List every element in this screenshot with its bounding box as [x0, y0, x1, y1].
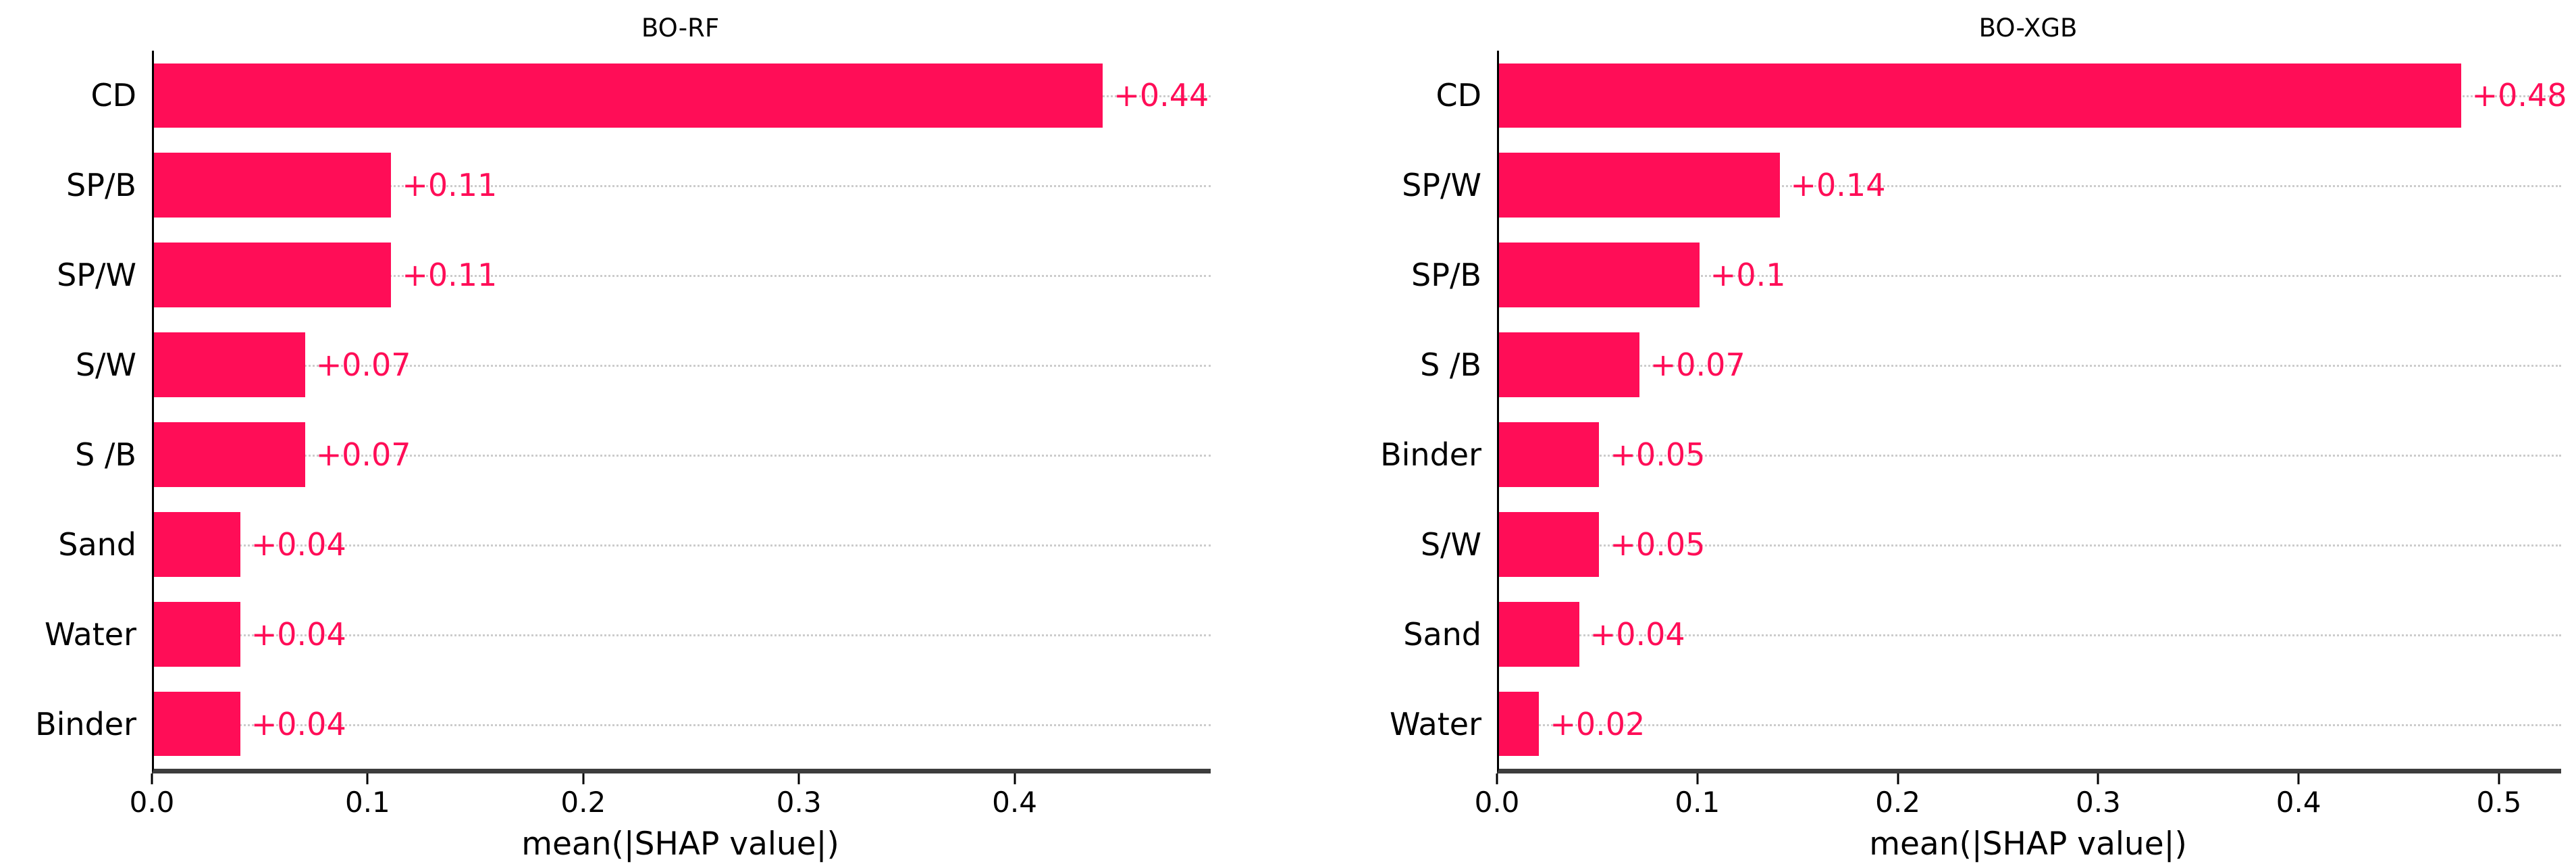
bar-value-label: +0.14	[1790, 167, 1886, 204]
x-tick-label: 0.3	[2075, 786, 2121, 819]
gridline	[154, 365, 1211, 367]
gridline	[154, 185, 1211, 188]
bar	[154, 243, 392, 307]
bar	[1499, 691, 1540, 757]
category-label: Sand	[58, 526, 136, 563]
category-label: Sand	[1403, 615, 1481, 653]
bar	[1499, 243, 1700, 307]
bar	[154, 691, 240, 757]
bar	[1499, 332, 1639, 397]
x-axis: 0.0 0.1 0.2 0.3 0.4 0.5	[1475, 773, 2559, 864]
bar-chart-bo-rf: BO-RF +0.44 CD +0.11 SP/B +0.11 SP/W +0.07 S/W +…	[35, 14, 1211, 864]
category-label: S/W	[1420, 526, 1481, 563]
gridline	[1499, 185, 2561, 188]
x-tick-mark	[797, 773, 800, 784]
category-label: Binder	[35, 705, 136, 742]
bar-value-label: +0.07	[1650, 347, 1745, 384]
x-axis-label: mean(|SHAP value|)	[521, 825, 839, 863]
category-label: S /B	[1420, 347, 1481, 384]
bar	[1499, 63, 2461, 128]
category-label: SP/B	[66, 167, 136, 204]
chart-title: BO-RF	[641, 14, 720, 43]
gridline	[1499, 634, 2561, 636]
category-label: Binder	[1380, 436, 1481, 473]
bar-value-label: +0.04	[251, 526, 346, 563]
x-tick-label: 0.4	[992, 786, 1037, 819]
bar-value-label: +0.04	[251, 615, 346, 653]
bar	[154, 332, 305, 397]
bar-value-label: +0.04	[1589, 615, 1685, 653]
category-label: CD	[90, 77, 136, 114]
bar-value-label: +0.48	[2471, 77, 2567, 114]
x-tick-label: 0.2	[560, 786, 606, 819]
x-tick-mark	[1696, 773, 1699, 784]
x-tick-label: 0.3	[776, 786, 822, 819]
x-tick-label: 0.5	[2476, 786, 2522, 819]
x-axis-label: mean(|SHAP value|)	[1869, 825, 2187, 863]
category-label: SP/B	[1411, 257, 1481, 294]
bar	[154, 422, 305, 487]
bar	[154, 511, 240, 577]
category-label: CD	[1436, 77, 1481, 114]
x-tick-label: 0.1	[1675, 786, 1720, 819]
x-tick-label: 0.1	[344, 786, 390, 819]
gridline	[154, 544, 1211, 547]
bar	[1499, 601, 1579, 667]
x-tick-mark	[151, 773, 153, 784]
category-label: SP/W	[1402, 167, 1481, 204]
plot-area: +0.48 CD +0.14 SP/W +0.1 SP/B +0.07 S /B +0.05 Bi…	[1380, 51, 2567, 773]
bar	[154, 63, 1103, 128]
category-label: S/W	[75, 347, 136, 384]
bar-value-label: +0.44	[1113, 77, 1209, 114]
category-label: Water	[45, 615, 136, 653]
bar-value-label: +0.02	[1550, 705, 1646, 742]
x-tick-mark	[1897, 773, 1899, 784]
x-tick-mark	[2097, 773, 2099, 784]
x-tick-mark	[582, 773, 585, 784]
gridline	[154, 454, 1211, 457]
x-tick-label: 0.4	[2276, 786, 2321, 819]
gridline	[1499, 275, 2561, 278]
x-tick-mark	[366, 773, 369, 784]
category-label: SP/W	[57, 257, 136, 294]
gridline	[154, 634, 1211, 636]
bar-value-label: +0.1	[1710, 257, 1786, 294]
x-tick-label: 0.0	[129, 786, 175, 819]
bar-value-label: +0.11	[402, 167, 498, 204]
category-label: S /B	[75, 436, 136, 473]
bar	[1499, 153, 1780, 218]
gridline	[1499, 365, 2561, 367]
chart-title: BO-XGB	[1978, 14, 2078, 43]
bar-chart-bo-xgb: BO-XGB +0.48 CD +0.14 SP/W +0.1 SP/B +0.07 S /B…	[1288, 0, 2576, 864]
x-axis: 0.0 0.1 0.2 0.3 0.4	[130, 773, 1209, 864]
bar	[154, 153, 392, 218]
x-tick-mark	[2297, 773, 2300, 784]
x-tick-label: 0.2	[1875, 786, 1920, 819]
gridline	[154, 275, 1211, 278]
gridline	[1499, 723, 2561, 726]
x-tick-label: 0.0	[1474, 786, 1520, 819]
bar	[154, 601, 240, 667]
bar-value-label: +0.07	[315, 347, 411, 384]
plot-area: +0.44 CD +0.11 SP/B +0.11 SP/W +0.07 S/W +0.07 S …	[35, 51, 1211, 773]
x-tick-mark	[2498, 773, 2500, 784]
category-label: Water	[1390, 705, 1481, 742]
bar-value-label: +0.05	[1610, 526, 1706, 563]
bar-value-label: +0.05	[1610, 436, 1706, 473]
gridline	[1499, 544, 2561, 547]
x-tick-mark	[1014, 773, 1016, 784]
bar-value-label: +0.11	[402, 257, 498, 294]
bar	[1499, 511, 1600, 577]
gridline	[1499, 454, 2561, 457]
bar-value-label: +0.07	[315, 436, 411, 473]
x-tick-mark	[1496, 773, 1498, 784]
bar	[1499, 422, 1600, 487]
gridline	[154, 723, 1211, 726]
bar-value-label: +0.04	[251, 705, 346, 742]
